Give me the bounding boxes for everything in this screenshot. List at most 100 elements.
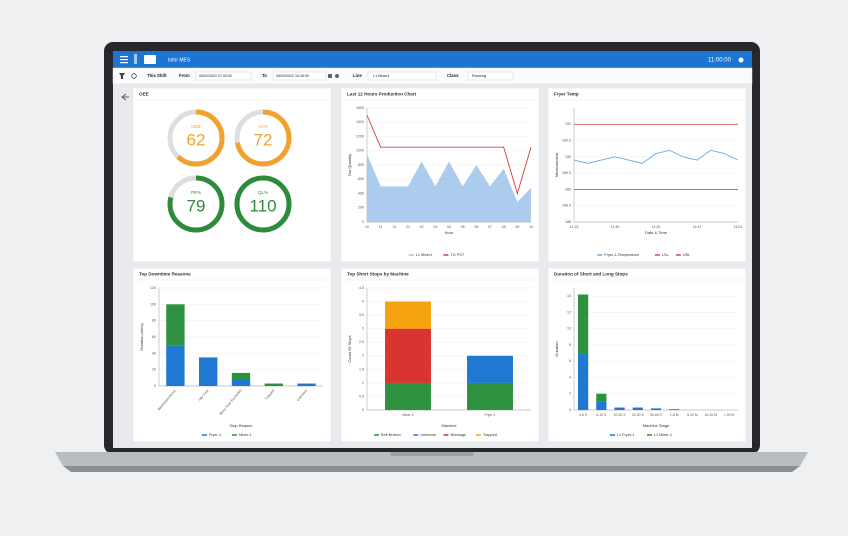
line-value: L1 Mixer1 bbox=[373, 74, 390, 78]
x-tick-label: Fryer-1 bbox=[485, 413, 496, 417]
y-tick-label: 4 bbox=[569, 375, 571, 379]
x-tick-label: 03 bbox=[433, 225, 437, 229]
app-name: Infor MES bbox=[168, 57, 191, 63]
gauge-arc bbox=[167, 175, 225, 233]
bar-segment bbox=[467, 355, 513, 383]
legend-label: L1 Fryer-1 bbox=[617, 433, 635, 437]
y-axis-title: Duration bbox=[554, 341, 559, 356]
bar-segment bbox=[614, 407, 625, 410]
y-tick-label: 189.5 bbox=[562, 171, 571, 175]
y-tick-label: 4.5 bbox=[359, 286, 364, 290]
x-tick-label: 30-60 S bbox=[650, 413, 663, 417]
x-tick-label: 12 bbox=[392, 225, 396, 229]
y-tick-label: 0 bbox=[362, 220, 364, 224]
legend-label: Blockage bbox=[450, 433, 466, 437]
x-tick-label: 6-10 S bbox=[596, 413, 607, 417]
y-tick-label: 60 bbox=[152, 335, 156, 339]
y-tick-label: 100 bbox=[150, 302, 156, 306]
gauge-value: 62 bbox=[187, 130, 206, 149]
y-tick-label: 3.5 bbox=[359, 313, 364, 317]
legend-label: Fryer-1 bbox=[209, 433, 221, 437]
class-label: Class bbox=[447, 73, 459, 78]
y-tick-label: 188 bbox=[565, 220, 571, 224]
y-tick-label: 10 bbox=[567, 327, 571, 331]
calendar-icon[interactable] bbox=[328, 74, 332, 78]
widget: Top Short Stops by Machine 0 0.5 1 1.5 2 2.5 3 3… bbox=[340, 267, 540, 443]
y-tick-label: 0 bbox=[154, 384, 156, 388]
gauge-value: 72 bbox=[254, 130, 273, 149]
settings-icon[interactable] bbox=[738, 57, 744, 63]
bar-segment bbox=[264, 383, 283, 386]
y-tick-label: 0.5 bbox=[359, 394, 364, 398]
legend-label: Trapped bbox=[483, 433, 497, 437]
laptop-base-edge bbox=[63, 466, 800, 472]
line bbox=[573, 149, 739, 164]
laptop-base bbox=[55, 452, 808, 466]
from-input[interactable] bbox=[195, 71, 252, 81]
y-axis-title: Duration (mins) bbox=[139, 323, 144, 351]
y-tick-label: 14 bbox=[567, 294, 571, 298]
y-tick-label: 6 bbox=[569, 359, 571, 363]
legend-label: LSL bbox=[662, 253, 669, 257]
y-tick-label: 1000 bbox=[356, 149, 364, 153]
refresh-icon[interactable] bbox=[131, 73, 137, 79]
gauge-arc bbox=[234, 109, 292, 167]
y-tick-label: 190 bbox=[565, 155, 571, 159]
bar-segment bbox=[231, 379, 251, 386]
widget-panel bbox=[132, 267, 332, 443]
widget: Fryer Temp 188 188.5 189 189.5 190 190.5 191 Mea… bbox=[547, 87, 747, 263]
line-label: Line bbox=[353, 73, 362, 78]
x-axis-title: Machine bbox=[441, 423, 457, 428]
bar-segment bbox=[578, 294, 589, 354]
x-tick-label: 08 bbox=[502, 225, 506, 229]
shift-label: This Shift bbox=[147, 73, 167, 78]
menu-button[interactable] bbox=[120, 56, 128, 64]
logo-mark bbox=[134, 54, 137, 64]
y-tick-label: 200 bbox=[358, 206, 364, 210]
x-tick-label: 11:45 bbox=[652, 225, 661, 229]
bar-segment bbox=[596, 393, 607, 402]
gauge-label: QL% bbox=[258, 190, 268, 195]
legend-label: TG PST bbox=[450, 253, 464, 257]
x-tick-label: 07 bbox=[488, 225, 492, 229]
area bbox=[367, 154, 531, 222]
legend-label: L1 Mixer1 bbox=[416, 253, 433, 257]
from-value: 05/02/2022 07:00:00 bbox=[199, 74, 232, 78]
widget: Duration of Short and Long Stops 0 2 4 6 8 10 1… bbox=[547, 267, 747, 443]
x-tick-label: 05 bbox=[461, 225, 465, 229]
bar-segment bbox=[166, 345, 185, 386]
y-tick-label: 1 bbox=[362, 381, 364, 385]
x-tick-label: 11:15 bbox=[570, 225, 579, 229]
line-select[interactable] bbox=[367, 71, 437, 81]
bar-segment bbox=[669, 409, 680, 410]
to-input[interactable] bbox=[272, 71, 327, 81]
x-axis-title: Hour bbox=[445, 230, 454, 235]
y-tick-label: 0 bbox=[569, 408, 571, 412]
y-tick-label: 191 bbox=[565, 122, 571, 126]
widget-title: Top Short Stops by Machine bbox=[347, 272, 409, 277]
widget: Last 12 Hours Production Chart 0 200 400 600… bbox=[340, 87, 540, 263]
y-tick-label: 1600 bbox=[356, 106, 364, 110]
clock-icon[interactable] bbox=[335, 74, 339, 78]
gauge-label: OEE bbox=[191, 124, 201, 129]
x-tick-label: 5-10 M bbox=[687, 413, 698, 417]
filter-icon[interactable] bbox=[119, 73, 125, 79]
y-tick-label: 188.5 bbox=[562, 204, 571, 208]
y-tick-label: 189 bbox=[565, 187, 571, 191]
widget-title: OEE bbox=[139, 92, 149, 97]
y-tick-label: 12 bbox=[567, 310, 571, 314]
x-tick-label: 01 bbox=[406, 225, 410, 229]
y-axis-title: Count Of Stops bbox=[347, 335, 352, 362]
widget-panel bbox=[547, 87, 747, 263]
y-tick-label: 800 bbox=[358, 163, 364, 167]
class-select[interactable] bbox=[467, 71, 514, 81]
y-tick-label: 2 bbox=[362, 354, 364, 358]
x-tick-label: 4-6 S bbox=[579, 413, 588, 417]
legend-label: Mixer-1 bbox=[239, 433, 252, 437]
bar-segment bbox=[297, 383, 316, 386]
gauge-value: 79 bbox=[187, 196, 206, 215]
y-tick-label: 40 bbox=[152, 351, 156, 355]
x-tick-label: 10 bbox=[529, 225, 533, 229]
laptop-notch bbox=[390, 452, 474, 456]
